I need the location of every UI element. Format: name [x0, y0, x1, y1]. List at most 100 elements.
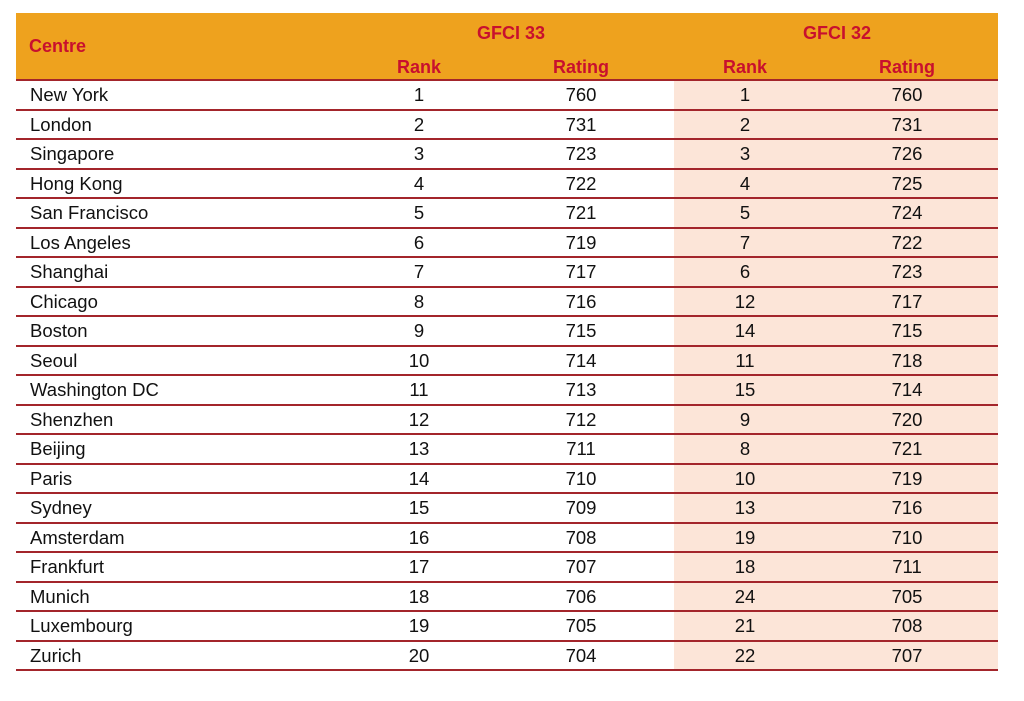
header-gfci-33: GFCI 33 — [476, 23, 546, 43]
cell-rank-32: 24 — [734, 585, 756, 607]
cell-centre: Frankfurt — [30, 556, 105, 577]
cell-rating-32: 705 — [891, 585, 923, 607]
cell-rank-33: 2 — [413, 113, 425, 135]
cell-rank-33: 9 — [413, 320, 425, 341]
table-row: Luxembourg 19 705 21 708 — [16, 612, 998, 642]
cell-rank-32: 2 — [739, 113, 751, 135]
table-row: London 2 731 2 731 — [16, 111, 998, 140]
cell-rating-32: 715 — [891, 320, 923, 341]
cell-rating-33: 719 — [565, 231, 597, 253]
gfci-32-shading — [674, 81, 998, 671]
cell-rank-32: 6 — [739, 261, 751, 282]
cell-rating-33: 714 — [565, 349, 597, 371]
cell-rank-33: 8 — [413, 290, 425, 312]
cell-rating-32: 708 — [891, 615, 923, 636]
cell-rating-32: 724 — [891, 202, 923, 223]
cell-rating-32: 723 — [891, 261, 923, 282]
cell-centre: Munich — [30, 585, 90, 607]
cell-rating-33: 723 — [565, 143, 597, 164]
cell-rank-32: 12 — [734, 290, 756, 312]
cell-rank-33: 7 — [413, 261, 425, 282]
cell-rating-32: 731 — [891, 113, 923, 135]
cell-rating-32: 710 — [891, 526, 923, 548]
cell-rating-32: 714 — [891, 379, 923, 400]
cell-rank-33: 10 — [408, 349, 430, 371]
cell-rank-33: 11 — [409, 379, 429, 400]
cell-centre: San Francisco — [30, 202, 149, 223]
cell-rank-32: 22 — [734, 644, 756, 666]
cell-rating-32: 716 — [891, 497, 923, 518]
table-row: Shanghai 7 717 6 723 — [16, 258, 998, 288]
cell-rank-33: 4 — [413, 172, 425, 194]
cell-rank-32: 10 — [734, 467, 756, 489]
cell-rating-32: 711 — [892, 556, 922, 577]
cell-rank-32: 21 — [734, 615, 756, 636]
cell-centre: Chicago — [30, 290, 98, 312]
cell-rating-32: 707 — [891, 644, 923, 666]
cell-rating-33: 706 — [565, 585, 597, 607]
cell-rank-32: 13 — [734, 497, 756, 518]
cell-centre: Amsterdam — [30, 526, 125, 548]
gfci-ranking-table: Centre GFCI 33 GFCI 32 Rank Rating Rank … — [16, 13, 998, 671]
cell-centre: Paris — [30, 467, 73, 489]
cell-rank-32: 9 — [739, 408, 751, 430]
cell-rating-33: 715 — [565, 320, 597, 341]
cell-rating-32: 725 — [891, 172, 923, 194]
table-row: Zurich 20 704 22 707 — [16, 642, 998, 671]
cell-rank-33: 20 — [408, 644, 430, 666]
header-rank-33: Rank — [396, 57, 441, 77]
cell-rating-32: 719 — [891, 467, 923, 489]
table-row: Shenzhen 12 712 9 720 — [16, 406, 998, 435]
cell-centre: New York — [30, 84, 109, 105]
cell-rank-33: 13 — [408, 438, 430, 459]
cell-rating-33: 717 — [565, 261, 597, 282]
cell-rank-33: 12 — [408, 408, 430, 430]
cell-rank-32: 3 — [739, 143, 751, 164]
table-row: Sydney 15 709 13 716 — [16, 494, 998, 524]
table-row: Los Angeles 6 719 7 722 — [16, 229, 998, 258]
cell-rating-33: 709 — [565, 497, 597, 518]
cell-rating-33: 704 — [565, 644, 597, 666]
table-row: Singapore 3 723 3 726 — [16, 140, 998, 170]
cell-centre: Luxembourg — [30, 615, 133, 636]
table-row: Munich 18 706 24 705 — [16, 583, 998, 612]
cell-centre: Washington DC — [30, 379, 159, 400]
cell-rating-32: 726 — [891, 143, 923, 164]
table-row: Beijing 13 711 8 721 — [16, 435, 998, 465]
cell-rank-32: 15 — [734, 379, 756, 400]
cell-rating-32: 718 — [891, 349, 923, 371]
cell-rating-33: 711 — [566, 438, 596, 459]
cell-rank-32: 8 — [739, 438, 751, 459]
cell-rating-32: 720 — [891, 408, 923, 430]
cell-centre: Los Angeles — [30, 231, 131, 253]
table-row: San Francisco 5 721 5 724 — [16, 199, 998, 229]
cell-centre: Zurich — [30, 644, 82, 666]
cell-rating-32: 760 — [891, 84, 923, 105]
cell-rating-33: 708 — [565, 526, 597, 548]
cell-centre: Shenzhen — [30, 408, 114, 430]
cell-rank-33: 5 — [413, 202, 425, 223]
cell-rating-33: 722 — [565, 172, 597, 194]
cell-rating-32: 722 — [891, 231, 923, 253]
cell-rank-33: 15 — [408, 497, 430, 518]
header-rating-32: Rating — [879, 57, 935, 77]
cell-rank-33: 19 — [408, 615, 430, 636]
cell-rating-33: 705 — [565, 615, 597, 636]
cell-rank-32: 19 — [734, 526, 756, 548]
cell-centre: Sydney — [30, 497, 92, 518]
cell-centre: Seoul — [30, 349, 78, 371]
cell-rank-32: 14 — [734, 320, 756, 341]
header-rating-33: Rating — [553, 57, 609, 77]
cell-rating-33: 716 — [565, 290, 597, 312]
cell-rating-33: 712 — [565, 408, 597, 430]
cell-rank-32: 1 — [739, 84, 751, 105]
cell-centre: Hong Kong — [30, 172, 123, 194]
table-row: Frankfurt 17 707 18 711 — [16, 553, 998, 583]
table-row: Chicago 8 716 12 717 — [16, 288, 998, 317]
cell-rating-32: 721 — [891, 438, 923, 459]
cell-rank-33: 3 — [413, 143, 425, 164]
cell-rating-33: 721 — [565, 202, 597, 223]
cell-centre: Singapore — [30, 143, 115, 164]
cell-rank-33: 17 — [408, 556, 430, 577]
table-row: New York 1 760 1 760 — [16, 81, 998, 111]
